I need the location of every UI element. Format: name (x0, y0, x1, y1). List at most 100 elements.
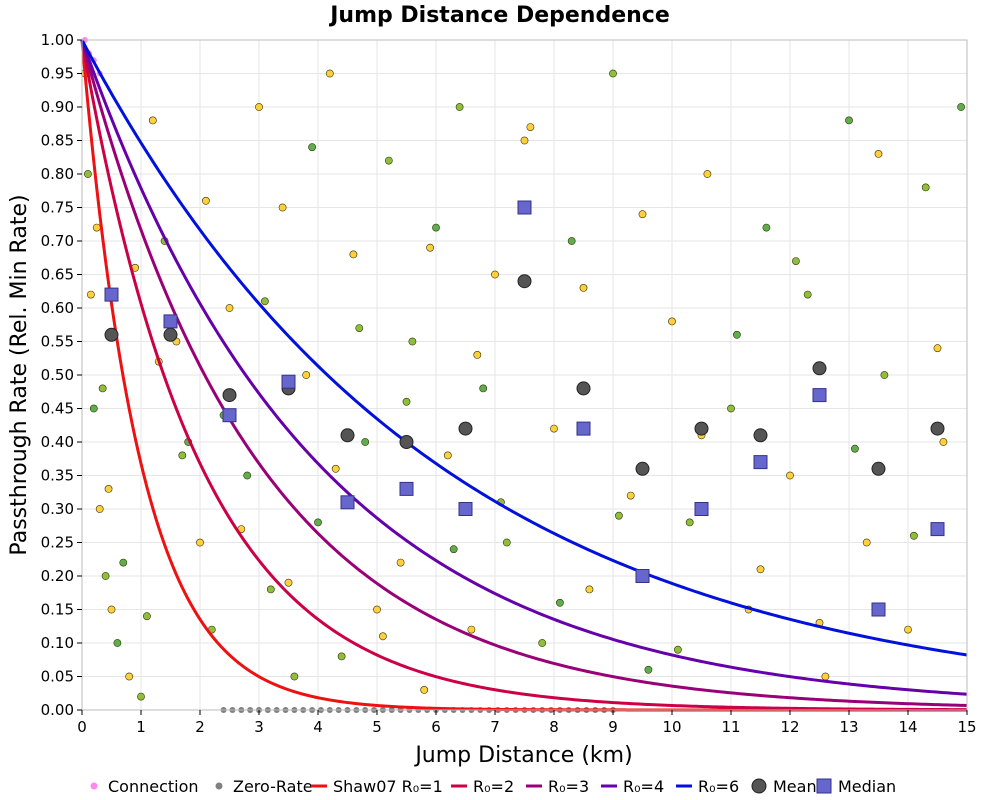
legend-label: Connection (108, 777, 199, 796)
median-marker (635, 569, 650, 583)
legend-marker (816, 778, 832, 794)
data-point (137, 692, 145, 701)
data-point (615, 511, 623, 520)
mean-marker (871, 461, 886, 476)
legend-label: R₀=4 (623, 777, 664, 796)
y-tick-label: 0.70 (41, 232, 74, 250)
data-point (845, 116, 853, 125)
data-point (727, 404, 735, 413)
y-tick-label: 0.60 (41, 299, 74, 317)
data-point (579, 283, 588, 292)
y-tick-label: 0.05 (41, 668, 74, 686)
data-point (125, 672, 134, 681)
data-point (278, 203, 287, 212)
y-tick-label: 1.00 (41, 31, 74, 49)
model-curve (80, 39, 968, 657)
chart-title: Jump Distance Dependence (328, 3, 670, 28)
data-point (910, 531, 918, 540)
median-marker (576, 421, 591, 436)
x-tick-label: 3 (254, 718, 264, 736)
y-tick-label: 0.00 (41, 701, 74, 719)
data-point (84, 170, 92, 178)
y-axis-label: Passthrough Rate (Rel. Min Rate) (7, 194, 32, 555)
data-point (786, 471, 794, 480)
median-marker (930, 522, 945, 537)
data-point (113, 639, 122, 647)
median-marker (163, 314, 178, 329)
mean-marker (930, 421, 945, 436)
legend-item: Mean (751, 777, 817, 796)
data-point (178, 451, 187, 460)
median-marker (517, 200, 532, 215)
data-point (142, 612, 151, 621)
y-tick-label: 0.25 (41, 534, 74, 552)
data-point (314, 518, 322, 527)
x-tick-label: 2 (195, 718, 205, 736)
legend-marker (215, 782, 223, 790)
data-point (337, 652, 346, 661)
model-curve (80, 39, 968, 712)
data-point (243, 471, 252, 480)
legend-label: Median (838, 777, 896, 796)
data-point (148, 116, 157, 125)
data-point (426, 243, 434, 252)
grid (81, 39, 968, 711)
mean-marker (812, 361, 827, 376)
mean-marker (399, 435, 414, 449)
data-point (957, 103, 965, 111)
data-point (119, 558, 128, 567)
y-tick-label: 0.35 (41, 467, 74, 485)
y-tick-label: 0.80 (41, 165, 74, 183)
y-tick-label: 0.55 (41, 333, 74, 351)
data-point (98, 384, 107, 393)
legend-item: Median (816, 777, 896, 796)
data-point (821, 672, 830, 681)
data-point (585, 585, 594, 594)
legend: Connection Zero-Rate Shaw07 R₀=1 R₀=2 R₀=3 R₀… (90, 777, 896, 796)
x-tick-label: 5 (372, 718, 382, 736)
data-point (432, 223, 440, 232)
mean-marker (694, 421, 709, 436)
data-point (266, 585, 275, 594)
mean-marker (163, 327, 178, 342)
data-point (556, 598, 564, 607)
x-tick-label: 7 (490, 718, 500, 736)
data-point (526, 123, 535, 131)
data-point (331, 464, 340, 473)
legend-item: R₀=2 (451, 777, 514, 796)
data-point (467, 625, 476, 634)
median-marker (281, 374, 296, 389)
mean-marker (458, 421, 473, 436)
data-point (92, 223, 101, 232)
data-point (473, 350, 482, 359)
data-point (260, 297, 269, 306)
x-tick-label: 9 (608, 718, 618, 736)
legend-marker (90, 782, 98, 790)
data-point (455, 103, 464, 111)
mean-marker (340, 428, 355, 443)
legend-item: Shaw07 R₀=1 (311, 777, 443, 796)
legend-label: Zero-Rate (233, 777, 313, 796)
data-point (520, 136, 529, 145)
data-point (355, 324, 364, 332)
median-marker (458, 502, 473, 516)
data-point (420, 686, 429, 694)
mean-marker (104, 327, 119, 342)
data-point (290, 672, 299, 681)
y-tick-label: 0.75 (41, 199, 74, 217)
median-marker (694, 502, 709, 516)
y-ticks: 0.00 0.05 0.10 0.15 0.20 0.25 0.30 0.35 0.40 0.45… (41, 31, 82, 719)
data-point (225, 304, 234, 312)
legend-item: R₀=6 (676, 777, 739, 796)
legend-item: R₀=3 (526, 777, 589, 796)
mean-marker (222, 388, 237, 403)
median-marker (812, 388, 827, 403)
x-tick-label: 4 (313, 718, 323, 736)
legend-label: R₀=6 (698, 777, 739, 796)
median-marker (871, 602, 886, 617)
data-point (733, 330, 741, 339)
data-point (443, 451, 452, 460)
legend-label: Shaw07 R₀=1 (333, 777, 443, 796)
data-point (255, 103, 263, 111)
mean-marker (576, 381, 591, 396)
